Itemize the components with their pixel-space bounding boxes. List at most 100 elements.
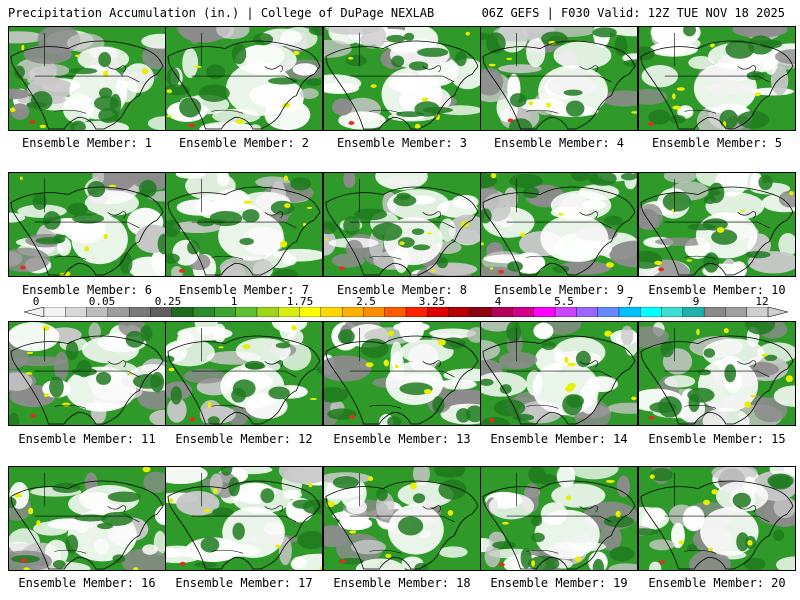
ensemble-member-label: Ensemble Member: 19 (490, 576, 628, 590)
ensemble-member-map (165, 466, 323, 571)
ensemble-member-label: Ensemble Member: 3 (336, 136, 468, 150)
precipitation-map (324, 27, 480, 130)
model-run-valid-time: 06Z GEFS | F030 Valid: 12Z TUE NOV 18 20… (481, 6, 785, 20)
colorbar-swatch (150, 307, 173, 317)
ensemble-member-label: Ensemble Member: 18 (333, 576, 471, 590)
precipitation-map (481, 467, 637, 570)
colorbar-tick-label: 1 (230, 295, 238, 308)
colorbar-swatch (65, 307, 88, 317)
colorbar-tick-label: 12 (755, 295, 769, 308)
ensemble-member-map (8, 321, 166, 426)
precipitation-colorbar (24, 307, 788, 317)
ensemble-member-label: Ensemble Member: 9 (493, 283, 625, 297)
ensemble-member-map (323, 172, 481, 277)
ensemble-member-map (8, 466, 166, 571)
colorbar-swatch (214, 307, 237, 317)
colorbar-swatch (448, 307, 471, 317)
ensemble-member-label: Ensemble Member: 17 (175, 576, 313, 590)
precipitation-map (481, 27, 637, 130)
colorbar-swatch (640, 307, 663, 317)
colorbar-swatch (171, 307, 194, 317)
colorbar-tick-label: 4 (494, 295, 502, 308)
colorbar-swatch (320, 307, 343, 317)
ensemble-member-map (480, 26, 638, 131)
precipitation-map (639, 322, 795, 425)
colorbar-swatch (43, 307, 66, 317)
ensemble-member-label: Ensemble Member: 12 (175, 432, 313, 446)
precipitation-map (639, 27, 795, 130)
colorbar-swatch (512, 307, 535, 317)
ensemble-member-map (638, 466, 796, 571)
colorbar-swatch (363, 307, 386, 317)
ensemble-member-map (638, 321, 796, 426)
ensemble-member-label: Ensemble Member: 6 (21, 283, 153, 297)
colorbar-swatch (86, 307, 109, 317)
ensemble-member-map (8, 26, 166, 131)
colorbar-swatch (682, 307, 705, 317)
precipitation-map (481, 322, 637, 425)
colorbar-swatch (341, 307, 364, 317)
precipitation-map (166, 173, 322, 276)
colorbar-swatch (405, 307, 428, 317)
precipitation-map (324, 467, 480, 570)
precipitation-map (166, 467, 322, 570)
ensemble-member-label: Ensemble Member: 1 (21, 136, 153, 150)
ensemble-member-label: Ensemble Member: 10 (648, 283, 786, 297)
colorbar-swatch (128, 307, 151, 317)
precipitation-map (481, 173, 637, 276)
colorbar-tick-label: 0.05 (88, 295, 116, 308)
precipitation-map (639, 173, 795, 276)
colorbar-swatch (618, 307, 641, 317)
precipitation-map (166, 27, 322, 130)
ensemble-member-map (323, 321, 481, 426)
precipitation-map (9, 467, 165, 570)
colorbar-swatch (746, 307, 769, 317)
colorbar-tick-label: 9 (692, 295, 700, 308)
ensemble-member-label: Ensemble Member: 14 (490, 432, 628, 446)
colorbar-swatch (235, 307, 258, 317)
colorbar-swatch (533, 307, 556, 317)
precipitation-map (324, 173, 480, 276)
precipitation-map (9, 27, 165, 130)
ensemble-member-map (480, 172, 638, 277)
colorbar-min-arrow (24, 307, 45, 317)
ensemble-member-map (8, 172, 166, 277)
colorbar-swatch (299, 307, 322, 317)
ensemble-member-map (638, 26, 796, 131)
colorbar-swatch (427, 307, 450, 317)
precipitation-map (166, 322, 322, 425)
precipitation-map (9, 322, 165, 425)
ensemble-member-map (480, 321, 638, 426)
ensemble-member-map (323, 26, 481, 131)
colorbar-swatch (384, 307, 407, 317)
ensemble-member-label: Ensemble Member: 7 (178, 283, 310, 297)
precipitation-map (639, 467, 795, 570)
colorbar-tick-label: 1.75 (286, 295, 314, 308)
ensemble-member-map (165, 321, 323, 426)
precipitation-map (9, 173, 165, 276)
ensemble-member-label: Ensemble Member: 4 (493, 136, 625, 150)
colorbar-swatch (597, 307, 620, 317)
colorbar-swatch (703, 307, 726, 317)
chart-title: Precipitation Accumulation (in.) | Colle… (8, 6, 435, 20)
colorbar-swatch (107, 307, 130, 317)
colorbar-tick-label: 2.5 (356, 295, 376, 308)
colorbar-swatch (469, 307, 492, 317)
ensemble-member-label: Ensemble Member: 13 (333, 432, 471, 446)
ensemble-member-label: Ensemble Member: 15 (648, 432, 786, 446)
ensemble-member-label: Ensemble Member: 8 (336, 283, 468, 297)
colorbar-swatch (661, 307, 684, 317)
colorbar-tick-label: 0 (32, 295, 40, 308)
ensemble-member-label: Ensemble Member: 16 (18, 576, 156, 590)
colorbar-swatch (278, 307, 301, 317)
ensemble-member-label: Ensemble Member: 11 (18, 432, 156, 446)
ensemble-member-label: Ensemble Member: 2 (178, 136, 310, 150)
colorbar-swatch (256, 307, 279, 317)
colorbar-tick-label: 3.25 (418, 295, 446, 308)
ensemble-member-label: Ensemble Member: 5 (651, 136, 783, 150)
ensemble-member-map (480, 466, 638, 571)
colorbar-tick-label: 5.5 (554, 295, 574, 308)
ensemble-member-map (165, 26, 323, 131)
colorbar-max-arrow (767, 307, 788, 317)
ensemble-member-label: Ensemble Member: 20 (648, 576, 786, 590)
